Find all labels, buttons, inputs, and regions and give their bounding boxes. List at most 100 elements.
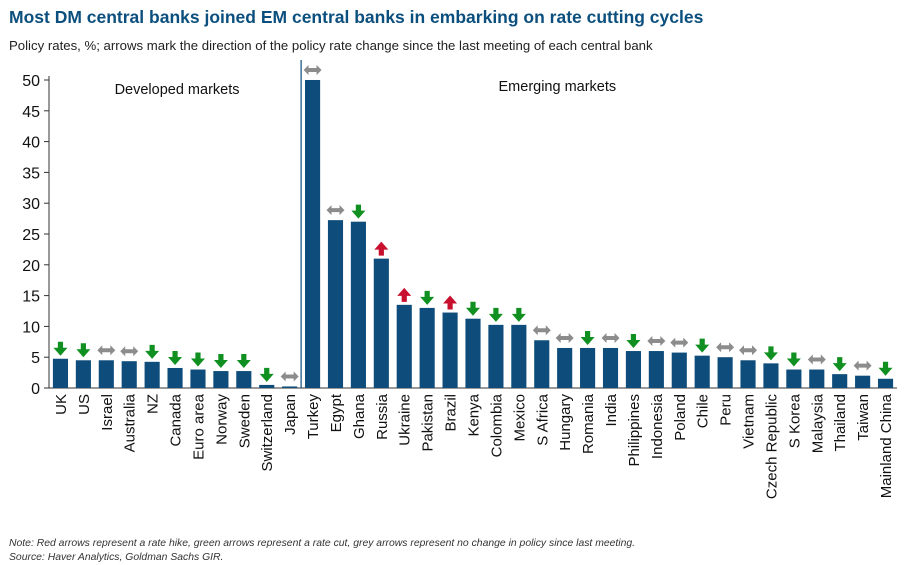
bar-nz (144, 361, 160, 388)
rate-cut-arrow-icon (511, 307, 526, 322)
y-tick-label: 35 (22, 165, 40, 182)
bar-taiwan (855, 375, 871, 388)
y-tick-label: 10 (22, 319, 40, 336)
bar-australia (121, 361, 137, 388)
x-tick-label: Israel (99, 394, 116, 431)
rate-cut-arrow-icon (488, 307, 503, 322)
x-tick-label: Czech Republic (763, 394, 780, 500)
bar-uk (52, 358, 69, 388)
x-tick-label: Canada (168, 393, 185, 446)
rate-cut-arrow-icon (466, 301, 480, 316)
bar-colombia (488, 324, 504, 388)
bar-poland (671, 352, 687, 388)
no-change-arrow-icon (280, 371, 299, 382)
x-tick-label: US (76, 394, 93, 415)
rate-hike-arrow-icon (443, 295, 458, 310)
rate-cut-arrow-icon (236, 354, 251, 369)
no-change-arrow-icon (326, 205, 345, 216)
bar-thailand (832, 374, 848, 388)
bar-japan (282, 386, 298, 388)
x-tick-label: Norway (213, 394, 230, 445)
y-tick-label: 15 (22, 289, 40, 306)
rate-cut-arrow-icon (763, 346, 778, 361)
x-tick-label: Chile (695, 394, 712, 428)
x-tick-label: Philippines (626, 394, 643, 467)
rate-cut-arrow-icon (878, 361, 893, 376)
y-tick-label: 25 (22, 227, 40, 244)
chart-note: Note: Red arrows represent a rate hike, … (9, 538, 636, 549)
rate-cut-arrow-icon (351, 204, 366, 219)
bar-indonesia (648, 351, 664, 388)
x-tick-label: Peru (718, 394, 735, 426)
no-change-arrow-icon (555, 332, 574, 343)
rate-cut-arrow-icon (832, 357, 847, 372)
rate-hike-arrow-icon (374, 241, 389, 256)
y-tick-label: 45 (22, 104, 40, 121)
bar-ghana (350, 221, 366, 388)
bar-turkey (305, 80, 321, 388)
x-tick-label: Colombia (488, 393, 505, 457)
rate-cut-arrow-icon (145, 344, 160, 359)
rate-cut-arrow-icon (580, 330, 595, 345)
no-change-arrow-icon (120, 346, 139, 357)
no-change-arrow-icon (670, 337, 689, 348)
bar-chile (694, 355, 710, 388)
x-tick-label: Taiwan (855, 394, 872, 441)
x-tick-label: Turkey (305, 394, 322, 440)
rate-hike-arrow-icon (397, 287, 412, 302)
x-tick-label: Kenya (466, 393, 483, 436)
x-tick-label: Russia (374, 393, 391, 440)
bar-mexico (511, 324, 527, 388)
bar-norway (213, 371, 229, 388)
x-tick-label: S Africa (534, 393, 551, 445)
bar-sweden (236, 371, 252, 388)
chart-title: Most DM central banks joined EM central … (9, 7, 704, 27)
y-tick-label: 30 (22, 196, 40, 213)
bar-russia (373, 258, 389, 388)
x-axis-labels: UK US Israel Australia NZ Canada Euro area Norw… (53, 393, 895, 499)
x-tick-label: Mainland China (878, 393, 895, 498)
y-tick-label: 40 (22, 135, 40, 152)
x-tick-label: Mexico (511, 394, 528, 442)
bar-s-africa (534, 340, 550, 388)
direction-arrows (53, 65, 893, 382)
policy-rate-bar-chart: 0 5 10 15 20 25 30 35 40 45 50 UK US Israel Australia… (22, 60, 897, 499)
no-change-arrow-icon (853, 360, 872, 371)
x-tick-label: Sweden (236, 394, 253, 448)
no-change-arrow-icon (303, 65, 322, 75)
x-tick-label: Malaysia (809, 393, 826, 453)
chart-subtitle: Policy rates, %; arrows mark the directi… (9, 38, 653, 53)
rate-cut-arrow-icon (76, 343, 91, 358)
rate-cut-arrow-icon (626, 334, 641, 349)
bar-peru (717, 357, 733, 388)
bar-egypt (327, 220, 344, 388)
x-tick-label: Vietnam (741, 394, 758, 449)
bar-s-korea (786, 369, 802, 388)
bar-vietnam (740, 360, 756, 388)
emerging-markets-label: Emerging markets (499, 79, 617, 95)
x-tick-label: Hungary (557, 394, 574, 451)
no-change-arrow-icon (97, 345, 116, 356)
no-change-arrow-icon (807, 354, 826, 365)
x-tick-label: Pakistan (420, 394, 437, 452)
x-tick-label: Ghana (351, 393, 368, 439)
bar-india (602, 347, 619, 388)
rate-cut-arrow-icon (695, 338, 710, 353)
no-change-arrow-icon (532, 325, 551, 336)
bars (52, 80, 894, 388)
bar-switzerland (259, 384, 275, 388)
rate-cut-arrow-icon (190, 352, 205, 367)
y-tick-label: 20 (22, 258, 40, 275)
rate-cut-arrow-icon (259, 367, 274, 382)
no-change-arrow-icon (647, 336, 666, 347)
x-tick-label: Japan (282, 394, 299, 435)
x-tick-label: Poland (672, 394, 689, 441)
rate-cut-arrow-icon (53, 341, 68, 356)
x-tick-label: Australia (122, 393, 139, 452)
x-tick-label: Egypt (328, 393, 345, 432)
bar-czech-republic (763, 363, 779, 388)
bar-romania (580, 347, 596, 388)
no-change-arrow-icon (716, 342, 735, 353)
bar-canada (167, 367, 183, 388)
bar-philippines (625, 351, 641, 388)
